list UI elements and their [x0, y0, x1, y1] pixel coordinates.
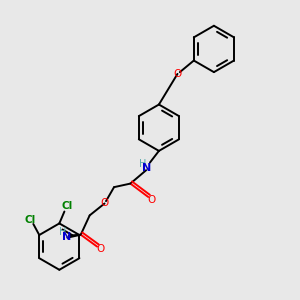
Text: O: O: [173, 69, 181, 79]
Text: H: H: [139, 159, 146, 169]
Text: Cl: Cl: [61, 201, 72, 211]
Text: O: O: [100, 199, 109, 208]
Text: H: H: [58, 227, 66, 237]
Text: O: O: [147, 195, 155, 205]
Text: Cl: Cl: [25, 214, 36, 224]
Text: O: O: [96, 244, 104, 254]
Text: N: N: [62, 232, 71, 242]
Text: N: N: [142, 163, 152, 173]
